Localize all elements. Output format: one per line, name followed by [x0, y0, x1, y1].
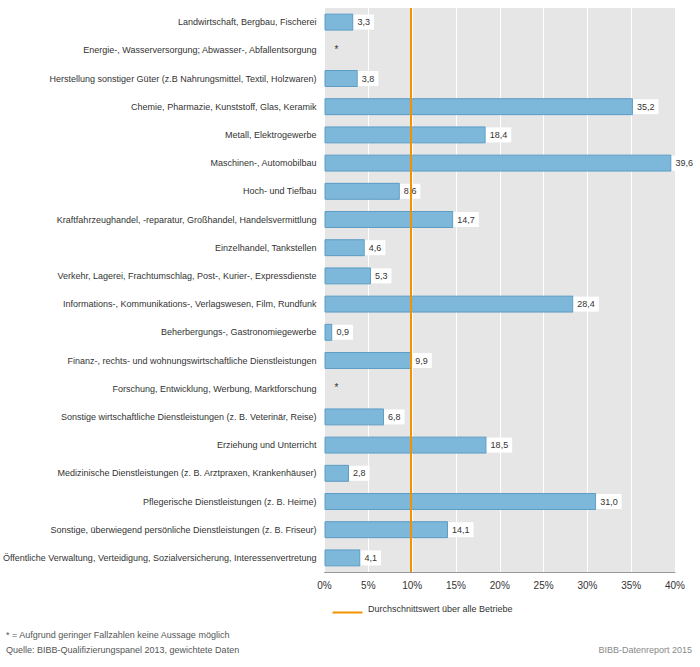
svg-text:0,9: 0,9 — [336, 327, 349, 337]
svg-text:Durchschnittswert über alle Be: Durchschnittswert über alle Betriebe — [368, 604, 513, 614]
svg-text:15%: 15% — [446, 580, 466, 591]
svg-text:31,0: 31,0 — [600, 497, 618, 507]
svg-text:0%: 0% — [317, 580, 332, 591]
svg-text:35,2: 35,2 — [637, 102, 655, 112]
svg-text:Informations-, Kommunikations-: Informations-, Kommunikations-, Verlagsw… — [63, 299, 317, 309]
svg-text:Finanz-, rechts- und wohnungsw: Finanz-, rechts- und wohnungswirtschaftl… — [67, 356, 316, 366]
svg-text:4,1: 4,1 — [364, 553, 377, 563]
svg-text:*: * — [335, 44, 339, 55]
svg-text:BIBB-Datenreport 2015: BIBB-Datenreport 2015 — [598, 645, 692, 655]
svg-text:9,9: 9,9 — [415, 356, 428, 366]
svg-text:28,4: 28,4 — [577, 299, 595, 309]
svg-text:Sonstige wirtschaftliche Diens: Sonstige wirtschaftliche Dienstleistunge… — [61, 412, 317, 422]
svg-text:Hoch- und Tiefbau: Hoch- und Tiefbau — [243, 186, 317, 196]
svg-text:5,3: 5,3 — [375, 271, 388, 281]
svg-text:Öffentliche Verwaltung, Vertei: Öffentliche Verwaltung, Verteidigung, So… — [3, 553, 317, 563]
svg-text:3,8: 3,8 — [362, 74, 375, 84]
svg-text:Herstellung sonstiger Güter (z: Herstellung sonstiger Güter (z.B Nahrung… — [50, 74, 317, 84]
svg-text:18,5: 18,5 — [491, 440, 509, 450]
svg-text:2,8: 2,8 — [353, 468, 366, 478]
svg-text:35%: 35% — [621, 580, 641, 591]
svg-text:Kraftfahrzeughandel, -reparatu: Kraftfahrzeughandel, -reparatur, Großhan… — [57, 215, 317, 225]
svg-text:30%: 30% — [577, 580, 597, 591]
svg-text:14,7: 14,7 — [457, 215, 475, 225]
svg-text:Landwirtschaft, Bergbau, Fisch: Landwirtschaft, Bergbau, Fischerei — [178, 17, 317, 27]
svg-text:10%: 10% — [402, 580, 422, 591]
svg-text:40%: 40% — [665, 580, 685, 591]
svg-text:20%: 20% — [490, 580, 510, 591]
svg-text:Energie-, Wasserversorgung; Ab: Energie-, Wasserversorgung; Abwasser-, A… — [83, 45, 316, 55]
svg-text:Medizinische Dienstleistungen: Medizinische Dienstleistungen (z. B. Arz… — [57, 468, 316, 478]
svg-text:*: * — [335, 382, 339, 393]
svg-text:Chemie, Pharmazie, Kunststoff,: Chemie, Pharmazie, Kunststoff, Glas, Ker… — [131, 102, 317, 112]
svg-text:3,3: 3,3 — [357, 17, 370, 27]
svg-text:Quelle: BIBB-Qualifizierungspa: Quelle: BIBB-Qualifizierungspanel 2013, … — [6, 645, 239, 655]
svg-text:Metall, Elektrogewerbe: Metall, Elektrogewerbe — [225, 130, 317, 140]
svg-text:* = Aufgrund geringer Fallzahl: * = Aufgrund geringer Fallzahlen keine A… — [6, 630, 229, 640]
svg-text:8,6: 8,6 — [403, 186, 417, 197]
svg-text:6,8: 6,8 — [388, 412, 401, 422]
svg-text:Pflegerische Dienstleistungen: Pflegerische Dienstleistungen (z. B. Hei… — [143, 497, 317, 507]
svg-text:Erziehung und Unterricht: Erziehung und Unterricht — [217, 440, 317, 450]
svg-text:Forschung, Entwicklung, Werbun: Forschung, Entwicklung, Werbung, Marktfo… — [113, 384, 317, 394]
svg-text:25%: 25% — [534, 580, 554, 591]
svg-text:Verkehr, Lagerei, Frachtumschl: Verkehr, Lagerei, Frachtumschlag, Post-,… — [57, 271, 316, 281]
svg-text:4,6: 4,6 — [369, 243, 382, 253]
svg-text:Einzelhandel, Tankstellen: Einzelhandel, Tankstellen — [215, 243, 316, 253]
svg-text:Maschinen-, Automobilbau: Maschinen-, Automobilbau — [210, 158, 316, 168]
svg-text:18,4: 18,4 — [490, 130, 508, 140]
svg-text:5%: 5% — [361, 580, 376, 591]
svg-text:14,1: 14,1 — [452, 525, 470, 535]
svg-text:39,6: 39,6 — [675, 158, 693, 168]
svg-text:Beherbergungs-, Gastronomiegew: Beherbergungs-, Gastronomiegewerbe — [161, 327, 317, 337]
svg-text:Sonstige, überwiegend persönli: Sonstige, überwiegend persönliche Dienst… — [50, 525, 316, 535]
